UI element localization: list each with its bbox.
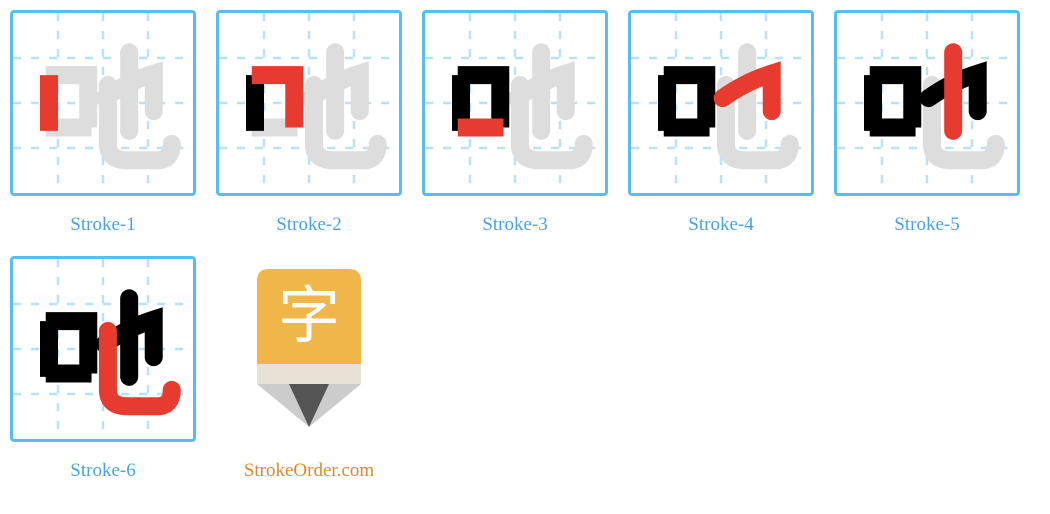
site-cell: 字 StrokeOrder.com [216,256,402,482]
stroke-cell-3: Stroke-3 [422,10,608,236]
stroke-panel-6 [10,256,196,442]
stroke-cell-1: Stroke-1 [10,10,196,236]
stroke-svg-5 [837,13,1017,193]
stroke-panel-2 [216,10,402,196]
site-logo-panel: 字 [216,256,402,442]
site-logo-icon: 字 [249,269,369,429]
stroke-panel-4 [628,10,814,196]
stroke-panel-5 [834,10,1020,196]
stroke-svg-6 [13,259,193,439]
stroke-caption-5: Stroke-5 [894,214,959,236]
stroke-caption-6: Stroke-6 [70,460,135,482]
site-caption: StrokeOrder.com [244,460,374,482]
stroke-svg-3 [425,13,605,193]
stroke-cell-2: Stroke-2 [216,10,402,236]
stroke-panel-3 [422,10,608,196]
stroke-panel-1 [10,10,196,196]
stroke-cell-4: Stroke-4 [628,10,814,236]
stroke-svg-1 [13,13,193,193]
stroke-order-grid: Stroke-1 Stroke-2 Stroke-3 Stroke-4 Stro… [10,10,1040,482]
stroke-cell-6: Stroke-6 [10,256,196,482]
stroke-caption-4: Stroke-4 [688,214,753,236]
stroke-svg-4 [631,13,811,193]
logo-character: 字 [278,283,340,351]
stroke-cell-5: Stroke-5 [834,10,1020,236]
stroke-svg-2 [219,13,399,193]
stroke-caption-2: Stroke-2 [276,214,341,236]
stroke-caption-3: Stroke-3 [482,214,547,236]
stroke-caption-1: Stroke-1 [70,214,135,236]
